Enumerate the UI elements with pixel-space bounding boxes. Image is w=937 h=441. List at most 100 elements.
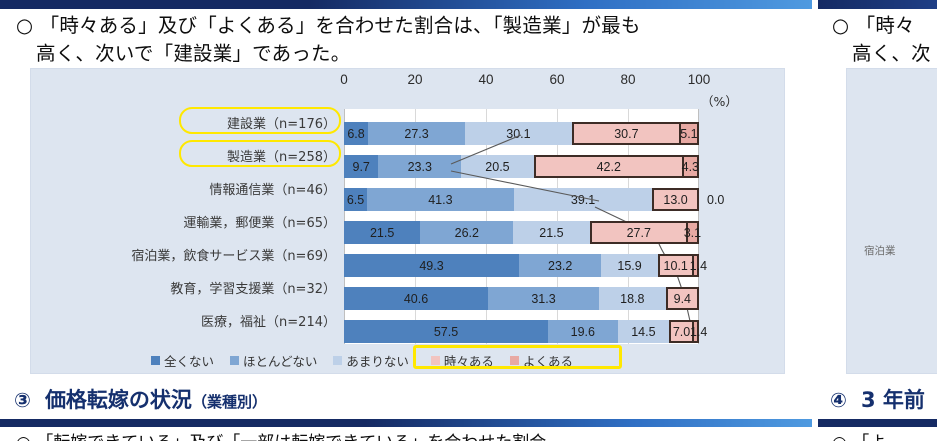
bar-value-4-1: 23.2 <box>548 258 573 273</box>
section-heading: ③ 価格転嫁の状況 （業種別） <box>14 384 267 414</box>
bar-row-1: 9.7 23.3 20.5 42.2 4.3 <box>344 155 699 178</box>
section-number: ③ <box>14 388 31 412</box>
category-label-6: 医療，福祉（n=214） <box>201 315 336 330</box>
bar-value-3-1: 26.2 <box>454 225 479 240</box>
bar-value-0-3: 30.7 <box>614 126 639 141</box>
bar-segment-2-2: 39.1 <box>513 188 653 211</box>
bar-segment-3-4: 3.1 <box>684 221 701 244</box>
bar-value-2-2: 39.1 <box>570 192 596 207</box>
bar-segment-5-0: 40.6 <box>344 287 488 310</box>
section-body-clipped: ○ 「転嫁できている」及び「一部は転嫁できている」を合わせた割合 <box>16 428 546 441</box>
bar-segment-1-0: 9.7 <box>344 155 379 178</box>
category-label-0: 建設業（n=176） <box>227 117 336 132</box>
bar-value-4-3: 10.1 <box>663 258 688 273</box>
bar-segment-6-0: 57.5 <box>344 320 549 343</box>
legend-item-0[interactable]: 全くない <box>151 351 214 370</box>
bar-segment-4-1: 23.2 <box>519 254 602 277</box>
slide-page-next[interactable]: ○ 「時々 高く、次 宿泊業 ④ 3 年前 ○ 「よ <box>818 0 937 441</box>
bar-value-1-2: 20.5 <box>485 159 510 174</box>
section-rule <box>0 419 812 427</box>
bar-value-0-2: 30.1 <box>506 126 531 141</box>
bar-segment-4-0: 49.3 <box>344 254 519 277</box>
legend-swatch-icon-4 <box>509 356 519 365</box>
bar-row-3: 21.5 26.2 21.5 27.7 3.1 <box>344 221 701 244</box>
next-section-rule <box>818 419 937 427</box>
bar-value-0-1: 27.3 <box>404 126 429 141</box>
next-section-title: 3 年前 <box>860 388 925 412</box>
next-category-label: 宿泊業 <box>864 245 896 257</box>
bar-row-0: 6.8 27.3 30.1 30.7 5.1 <box>344 122 699 145</box>
bar-segment-5-2: 18.8 <box>599 287 666 310</box>
bar-value-6-4: 1.4 <box>690 324 708 339</box>
next-section-body-clipped: ○ 「よ <box>832 428 886 441</box>
bar-value-5-1: 31.3 <box>531 291 556 306</box>
bar-value-1-1: 23.3 <box>407 159 432 174</box>
bar-value-6-1: 19.6 <box>570 324 595 339</box>
bar-value-4-0: 49.3 <box>419 258 444 273</box>
bar-segment-4-4: 1.4 <box>690 254 707 277</box>
bar-value-2-1: 41.3 <box>428 192 453 207</box>
bar-value-1-0: 9.7 <box>352 159 370 174</box>
xtick-80: 80 <box>620 72 636 87</box>
category-label-3: 運輸業，郵便業（n=65） <box>183 216 336 231</box>
xtick-60: 60 <box>549 72 565 87</box>
bar-segment-3-3: 27.7 <box>589 221 688 244</box>
legend-label-4: よくある <box>522 354 573 369</box>
slide-top-rule <box>0 0 812 9</box>
category-label-2: 情報通信業（n=46） <box>209 183 336 198</box>
bar-segment-5-1: 31.3 <box>487 287 599 310</box>
legend-item-1[interactable]: ほとんどない <box>230 351 317 370</box>
legend-label-3: 時々ある <box>443 354 494 369</box>
next-chart-container <box>846 68 937 374</box>
bar-value-2-3: 13.0 <box>663 192 688 207</box>
section-subtitle: （業種別） <box>191 393 267 411</box>
bar-row-5: 40.6 31.3 18.8 9.4 <box>344 287 700 310</box>
bar-segment-1-4: 4.3 <box>681 155 700 178</box>
bar-row-6: 57.5 19.6 14.5 7.0 1.4 <box>344 320 707 343</box>
xtick-100: 100 <box>687 72 711 87</box>
bar-segment-3-2: 21.5 <box>513 221 590 244</box>
category-label-4: 宿泊業，飲食サービス業（n=69） <box>131 249 336 264</box>
bar-value-1-3: 42.2 <box>596 159 621 174</box>
bar-value-0-0: 6.8 <box>347 126 365 141</box>
bar-value-4-4: 1.4 <box>689 258 708 273</box>
xtick-20: 20 <box>407 72 423 87</box>
slide-next-top-rule <box>818 0 937 9</box>
bar-value-5-3: 9.4 <box>673 291 692 306</box>
legend-item-2[interactable]: あまりない <box>333 351 409 370</box>
bar-segment-1-2: 20.5 <box>461 155 534 178</box>
bar-segment-5-3: 9.4 <box>665 287 700 310</box>
bar-value-0-4: 5.1 <box>680 126 698 141</box>
next-lead-text-line2: 高く、次 <box>852 42 931 65</box>
bar-segment-2-1: 41.3 <box>367 188 514 211</box>
bar-segment-0-2: 30.1 <box>465 122 572 145</box>
xtick-0: 0 <box>340 72 348 87</box>
slide-page-current: ○ 「時々ある」及び「よくある」を合わせた割合は、「製造業」が最も 高く、次いで… <box>0 0 812 441</box>
bar-segment-1-1: 23.3 <box>378 155 462 178</box>
category-label-1: 製造業（n=258） <box>227 150 336 165</box>
legend-swatch-icon-1 <box>230 356 240 365</box>
legend-swatch-icon-3 <box>430 356 440 365</box>
legend-swatch-icon-0 <box>151 356 160 365</box>
bar-value-6-3: 7.0 <box>672 324 691 339</box>
bar-value-3-3: 27.7 <box>626 225 651 240</box>
chart-legend: 全くない ほとんどない あまりない 時々ある よくある <box>151 351 589 370</box>
bar-row-4: 49.3 23.2 15.9 10.1 1.4 <box>344 254 707 277</box>
bar-segment-4-2: 15.9 <box>601 254 658 277</box>
bar-value-3-0: 21.5 <box>369 225 395 240</box>
legend-item-4[interactable]: よくある <box>509 351 573 370</box>
legend-label-1: ほとんどない <box>243 354 318 369</box>
bar-value-2-0: 6.5 <box>346 192 365 207</box>
lead-text-line2: 高く、次いで「建設業」であった。 <box>36 42 351 65</box>
bar-segment-6-1: 19.6 <box>548 320 618 343</box>
bar-segment-2-3: 13.0 <box>652 188 699 211</box>
bar-value-1-4: 4.3 <box>681 159 700 174</box>
bar-segment-0-3: 30.7 <box>571 122 681 145</box>
legend-item-3[interactable]: 時々ある <box>430 351 494 370</box>
bar-value-6-2: 14.5 <box>631 324 656 339</box>
lead-text-line1: ○ 「時々ある」及び「よくある」を合わせた割合は、「製造業」が最も <box>16 14 641 37</box>
bar-segment-3-1: 26.2 <box>420 221 514 244</box>
bar-segment-1-3: 42.2 <box>533 155 684 178</box>
bar-segment-6-4: 1.4 <box>690 320 707 343</box>
